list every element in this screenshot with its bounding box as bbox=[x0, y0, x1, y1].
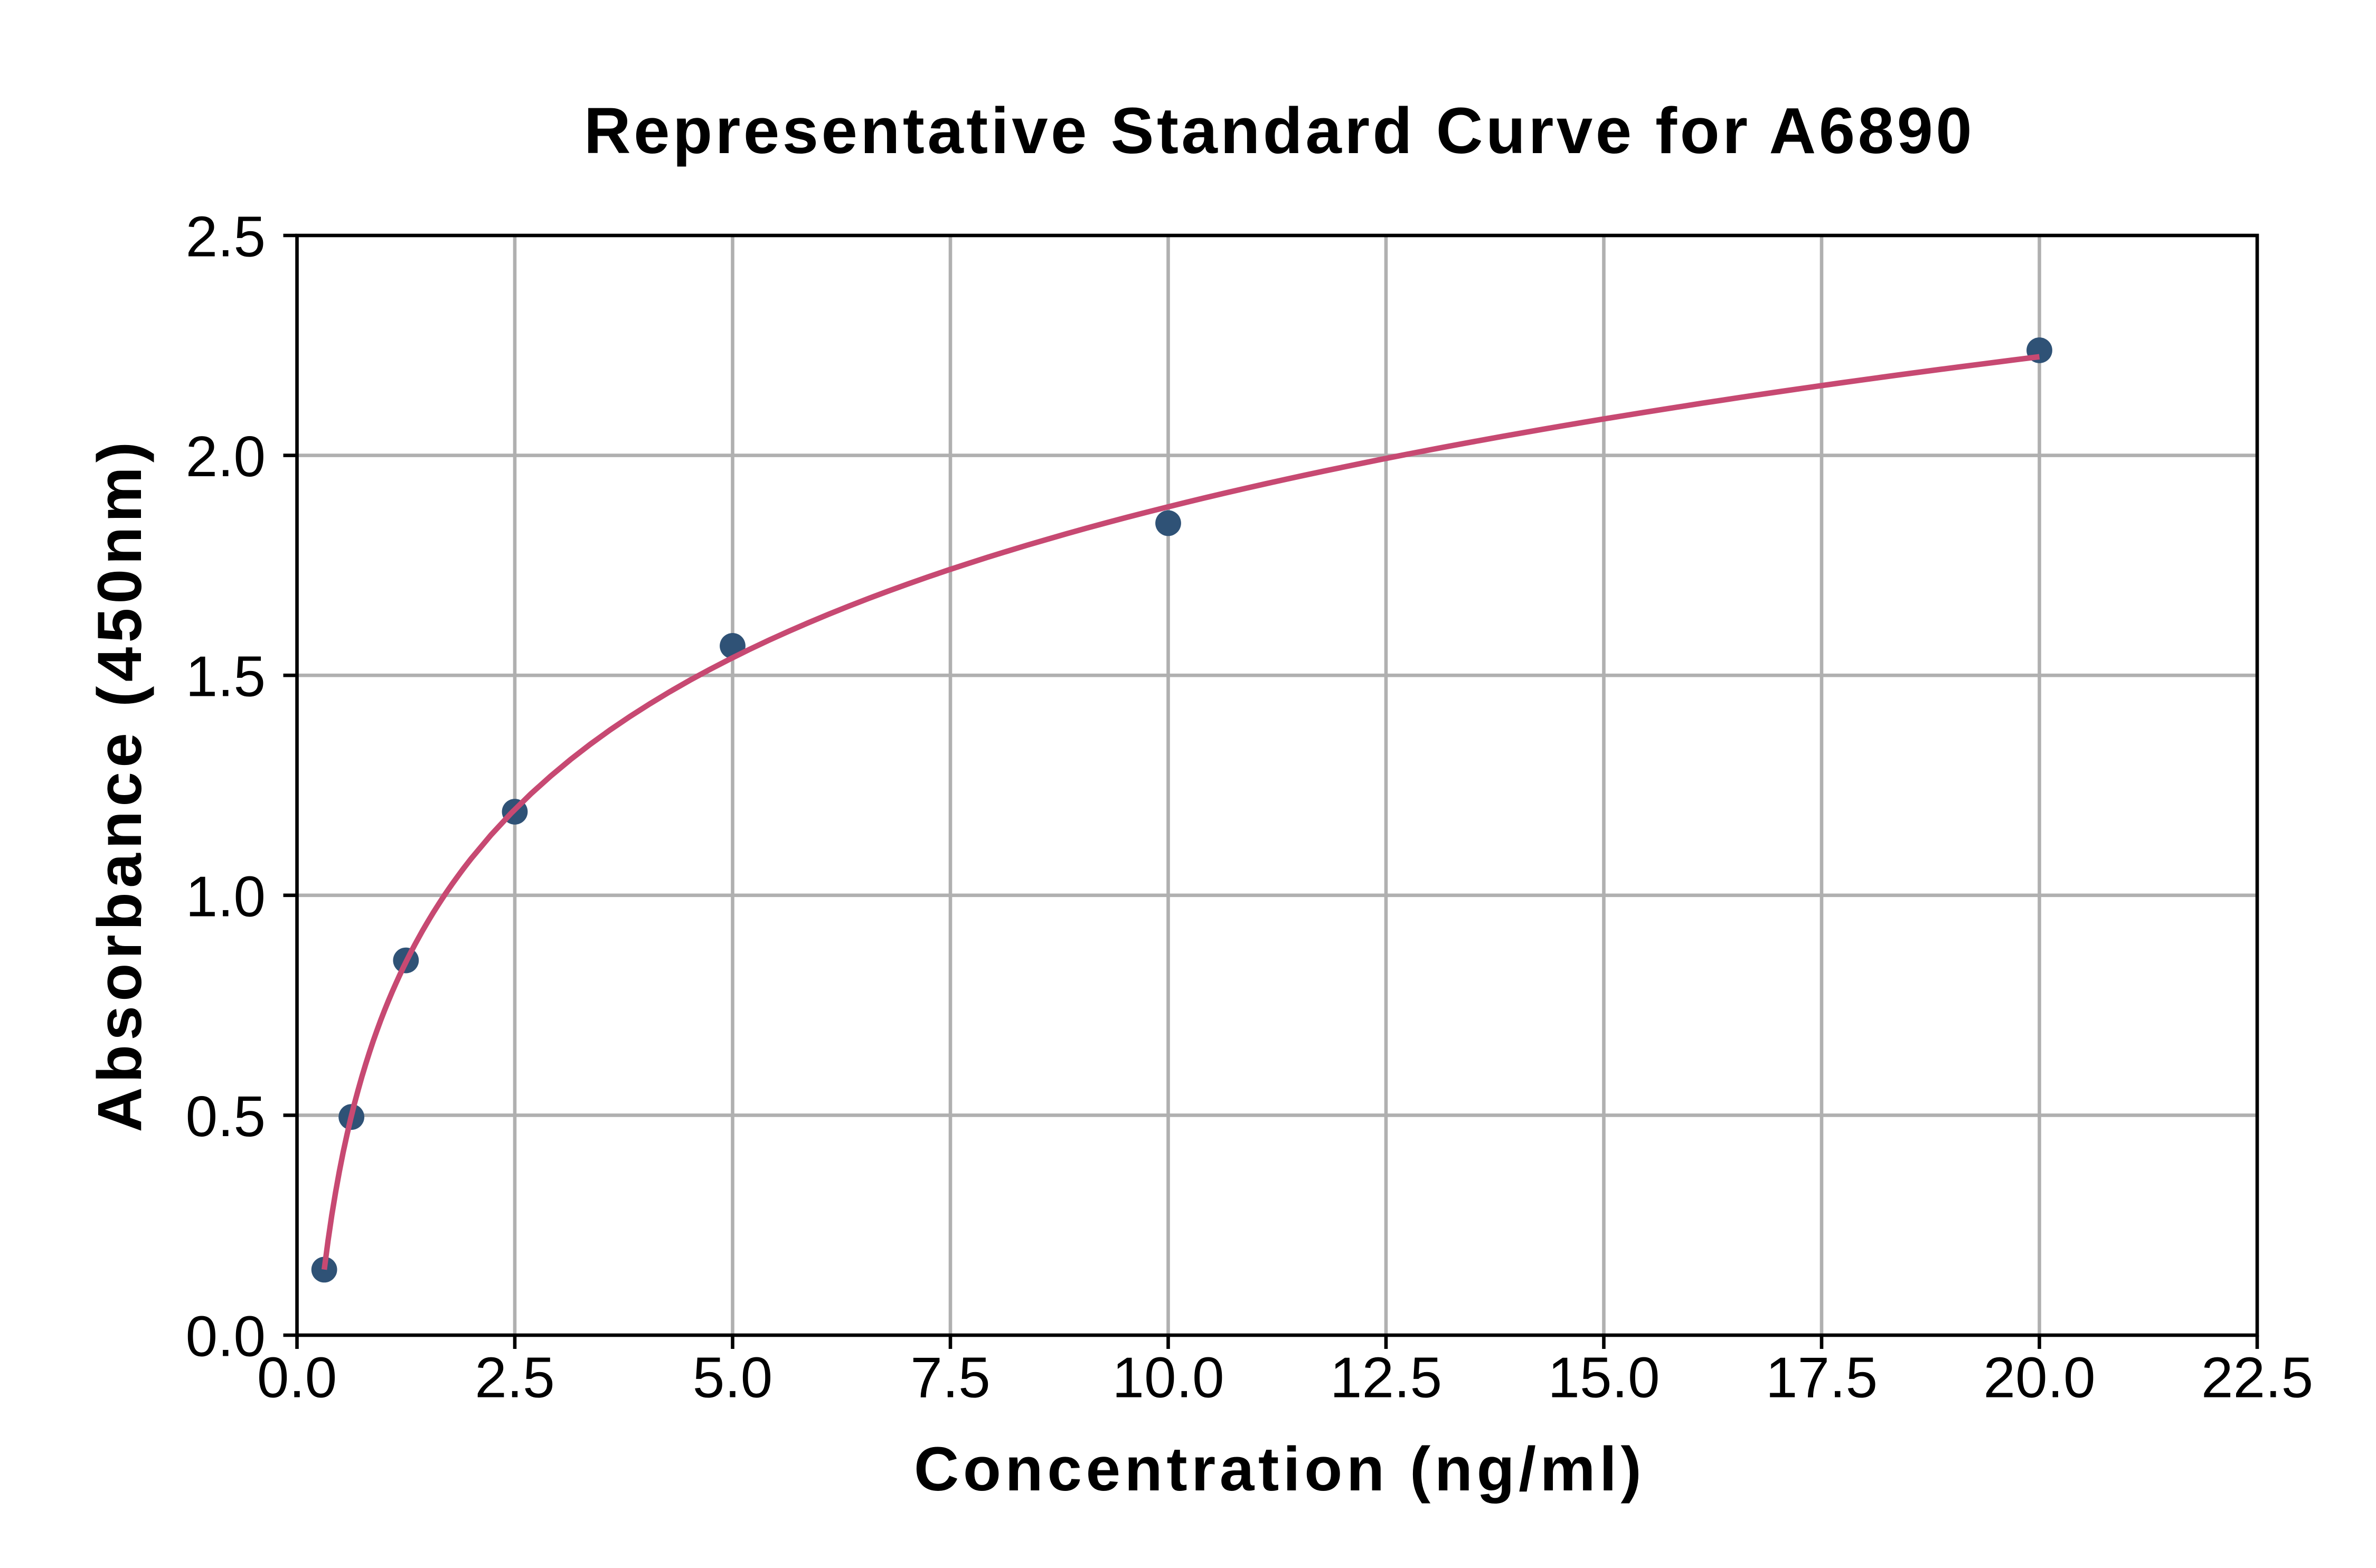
svg-text:7.5: 7.5 bbox=[910, 1346, 991, 1410]
svg-text:Representative Standard Curve: Representative Standard Curve for A6890 bbox=[584, 95, 1975, 167]
svg-text:0.5: 0.5 bbox=[185, 1084, 266, 1149]
svg-text:0.0: 0.0 bbox=[257, 1346, 337, 1410]
svg-text:15.0: 15.0 bbox=[1548, 1346, 1660, 1410]
svg-text:2.0: 2.0 bbox=[185, 424, 266, 489]
svg-text:10.0: 10.0 bbox=[1112, 1346, 1224, 1410]
svg-text:12.5: 12.5 bbox=[1330, 1346, 1442, 1410]
svg-text:17.5: 17.5 bbox=[1766, 1346, 1878, 1410]
svg-text:2.5: 2.5 bbox=[185, 205, 266, 269]
svg-text:Absorbance (450nm): Absorbance (450nm) bbox=[85, 438, 155, 1132]
svg-text:22.5: 22.5 bbox=[2201, 1346, 2313, 1410]
svg-text:2.5: 2.5 bbox=[475, 1346, 555, 1410]
svg-text:0.0: 0.0 bbox=[185, 1305, 266, 1369]
svg-text:5.0: 5.0 bbox=[693, 1346, 773, 1410]
svg-text:1.5: 1.5 bbox=[185, 645, 266, 709]
svg-text:Concentration (ng/ml): Concentration (ng/ml) bbox=[914, 1434, 1645, 1504]
svg-text:20.0: 20.0 bbox=[1983, 1346, 2095, 1410]
svg-text:1.0: 1.0 bbox=[185, 864, 266, 929]
